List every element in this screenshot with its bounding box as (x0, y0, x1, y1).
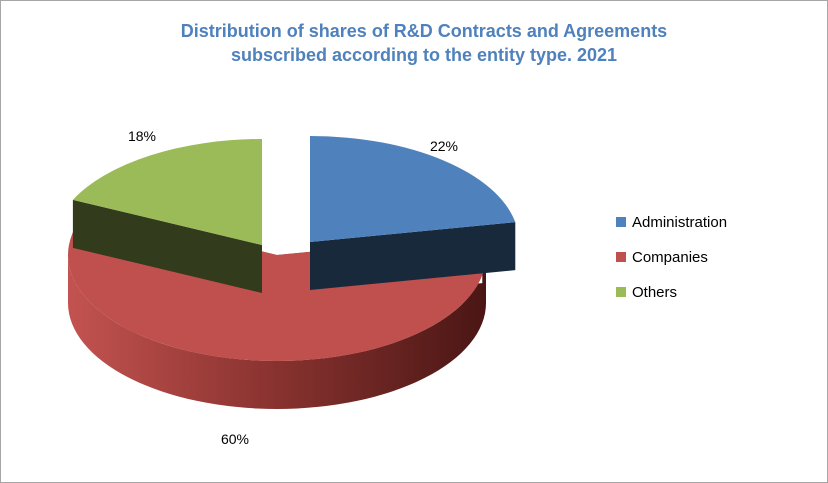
slice-others-top (72, 139, 262, 245)
legend: Administration Companies Others (616, 214, 727, 301)
legend-swatch-others (616, 287, 626, 297)
slice-administration-side (310, 136, 516, 290)
data-label-companies: 60% (221, 431, 249, 447)
legend-label-others: Others (632, 284, 677, 301)
legend-label-companies: Companies (632, 249, 708, 266)
data-label-others: 18% (128, 128, 156, 144)
slice-others-side (72, 139, 262, 293)
chart-title-line-1: Distribution of shares of R&D Contracts … (181, 21, 667, 41)
legend-item-administration[interactable]: Administration (616, 214, 727, 231)
slice-administration-top (310, 136, 516, 242)
legend-item-others[interactable]: Others (616, 284, 677, 301)
chart-title-line-2: subscribed according to the entity type.… (231, 45, 617, 65)
legend-swatch-administration (616, 217, 626, 227)
slice-others[interactable] (72, 139, 262, 293)
legend-swatch-companies (616, 252, 626, 262)
data-label-administration: 22% (430, 138, 458, 154)
legend-label-administration: Administration (632, 214, 727, 231)
legend-item-companies[interactable]: Companies (616, 249, 708, 266)
slice-administration[interactable] (310, 136, 516, 290)
